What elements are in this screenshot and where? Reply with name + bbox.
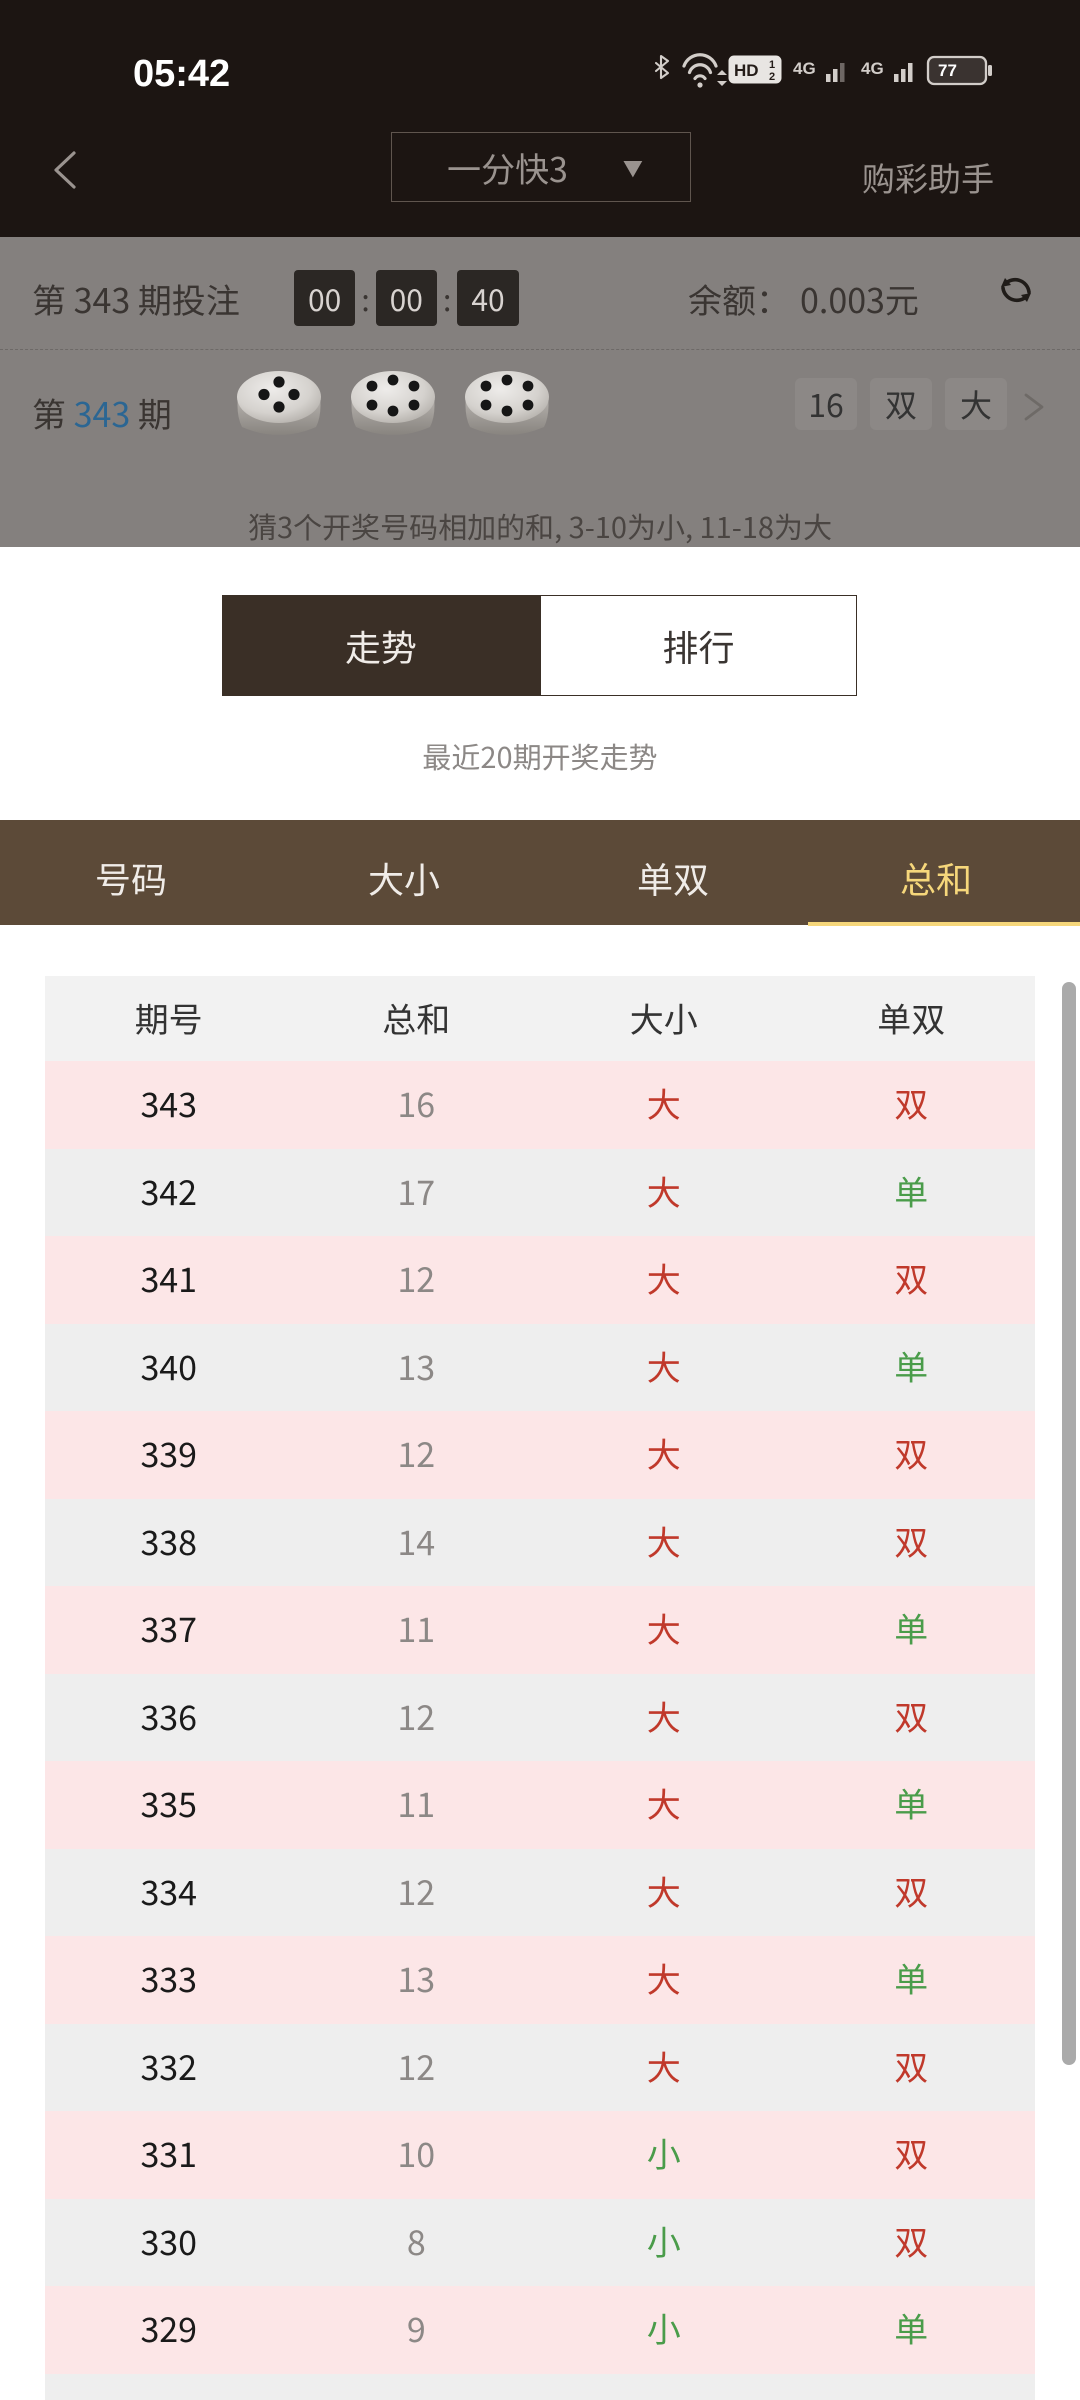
svg-text:HD: HD xyxy=(734,61,759,80)
svg-text:4G: 4G xyxy=(793,59,816,78)
svg-text:4G: 4G xyxy=(861,59,884,78)
svg-text:1: 1 xyxy=(769,59,775,71)
svg-text:2: 2 xyxy=(769,71,775,83)
svg-text:77: 77 xyxy=(938,61,957,80)
